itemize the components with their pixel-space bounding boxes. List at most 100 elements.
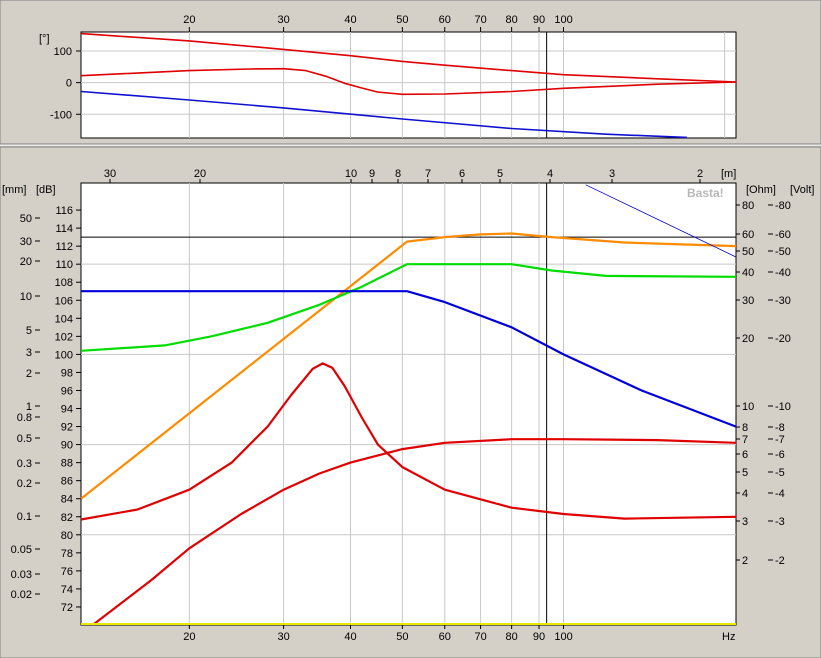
distance-unit: [m] — [721, 168, 736, 180]
phase-x-tick-label: 50 — [396, 14, 408, 26]
distance-axis-top: 30 20 10 9 8 7 6 5 4 3 2 — [104, 168, 703, 183]
distance-tick-label: 8 — [395, 168, 401, 180]
db-tick-label: 82 — [61, 512, 73, 524]
phase-x-tick-label: 100 — [554, 14, 572, 26]
main-series-line-1 — [80, 232, 737, 500]
main-series-line-5 — [92, 438, 737, 626]
phase-x-tick-label: 70 — [474, 14, 486, 26]
phase-x-tick-label: 80 — [506, 14, 518, 26]
ohm-tick-label: 8 — [742, 422, 748, 434]
main-series-line-4 — [80, 362, 737, 521]
ohm-tick-label: 30 — [742, 295, 754, 307]
freq-tick-label: 40 — [344, 631, 356, 643]
mm-tick-label: 0.5 — [17, 433, 32, 445]
db-tick-label: 90 — [61, 440, 73, 452]
volt-tick-label: -40 — [775, 267, 791, 279]
distance-tick-label: 3 — [609, 168, 615, 180]
phase-grid — [81, 32, 736, 138]
volt-tick-label: -20 — [775, 333, 791, 345]
distance-tick-label: 2 — [697, 168, 703, 180]
ohm-tick-label: 20 — [742, 333, 754, 345]
db-tick-label: 112 — [55, 241, 73, 253]
ohm-unit: [Ohm] — [746, 184, 776, 196]
db-tick-label: 74 — [61, 584, 73, 596]
db-tick-label: 106 — [55, 295, 73, 307]
distance-tick-label: 4 — [547, 168, 553, 180]
ohm-tick-label: 10 — [742, 401, 754, 413]
db-axis: 72 74 76 78 80 82 84 86 88 90 92 94 96 98 100 102 104 106… — [55, 205, 81, 614]
phase-x-tick-label: 60 — [439, 14, 451, 26]
phase-y-tick-label: 0 — [66, 78, 72, 90]
phase-series-line-2 — [80, 67, 737, 96]
watermark-logo: Basta! — [687, 186, 724, 200]
db-tick-label: 94 — [61, 404, 73, 416]
volt-tick-label: -80 — [775, 200, 791, 212]
ohm-tick-label: 80 — [742, 200, 754, 212]
freq-tick-label: 70 — [474, 631, 486, 643]
distance-tick-label: 6 — [459, 168, 465, 180]
db-tick-label: 100 — [55, 349, 73, 361]
ohm-tick-label: 7 — [742, 434, 748, 446]
main-series-line-3 — [81, 290, 737, 428]
distance-tick-label: 30 — [104, 168, 116, 180]
hz-unit: Hz — [722, 631, 735, 643]
phase-y-unit: [°] — [39, 33, 50, 45]
ohm-tick-label: 5 — [742, 467, 748, 479]
distance-tick-label: 9 — [369, 168, 375, 180]
db-tick-label: 98 — [61, 367, 73, 379]
ohm-tick-label: 6 — [742, 449, 748, 461]
mm-unit: [mm] — [2, 184, 26, 196]
mm-tick-label: 5 — [26, 325, 32, 337]
volt-tick-label: -60 — [775, 229, 791, 241]
db-tick-label: 102 — [55, 331, 73, 343]
ohm-tick-label: 50 — [742, 246, 754, 258]
volt-tick-label: -8 — [775, 422, 785, 434]
db-tick-label: 114 — [55, 223, 73, 235]
phase-series — [80, 32, 737, 139]
db-tick-label: 86 — [61, 476, 73, 488]
main-plot-area — [80, 182, 737, 626]
volt-tick-label: -10 — [775, 401, 791, 413]
distance-tick-label: 5 — [497, 168, 503, 180]
phase-series-line-3 — [80, 90, 687, 139]
mm-tick-label: 0.1 — [17, 511, 32, 523]
db-tick-label: 96 — [61, 385, 73, 397]
phase-series-line-1 — [80, 32, 737, 83]
mm-tick-label: 10 — [20, 291, 32, 303]
mm-tick-label: 0.05 — [11, 544, 32, 556]
main-series-line-2 — [80, 263, 737, 352]
db-tick-label: 72 — [61, 602, 73, 614]
phase-x-tick-label: 90 — [533, 14, 545, 26]
mm-tick-label: 0.2 — [17, 478, 32, 490]
freq-tick-label: 60 — [439, 631, 451, 643]
main-series-line-6 — [585, 184, 737, 258]
volt-unit: [Volt] — [790, 184, 814, 196]
phase-x-tick-label: 40 — [344, 14, 356, 26]
db-unit: [dB] — [36, 184, 56, 196]
mm-tick-label: 0.02 — [11, 589, 32, 601]
db-tick-label: 78 — [61, 548, 73, 560]
main-x-axis-bottom: 20 30 40 50 60 70 80 90 100 — [183, 625, 573, 643]
ohm-tick-label: 3 — [742, 516, 748, 528]
volt-tick-label: -4 — [775, 488, 785, 500]
mm-tick-label: 30 — [20, 236, 32, 248]
distance-tick-label: 20 — [194, 168, 206, 180]
phase-x-tick-label: 30 — [277, 14, 289, 26]
db-tick-label: 110 — [55, 259, 73, 271]
phase-y-tick-label: -100 — [50, 109, 72, 121]
freq-tick-label: 100 — [554, 631, 572, 643]
volt-tick-label: -50 — [775, 246, 791, 258]
mm-axis: 50 30 20 10 5 3 2 10.8 0.5 0.3 0.2 0.1 0.05 0.03 0.02 — [11, 213, 40, 601]
volt-tick-label: -6 — [775, 449, 785, 461]
freq-tick-label: 80 — [506, 631, 518, 643]
mm-tick-label: 0.03 — [11, 569, 32, 581]
freq-tick-label: 50 — [396, 631, 408, 643]
volt-tick-label: -2 — [775, 555, 785, 567]
freq-tick-label: 20 — [183, 631, 195, 643]
mm-tick-label: 0.3 — [17, 458, 32, 470]
distance-tick-label: 10 — [345, 168, 357, 180]
mm-tick-label: 0.8 — [17, 412, 32, 424]
main-series — [80, 183, 737, 626]
phase-x-axis-top: 20 30 40 50 60 70 80 90 100 — [183, 14, 573, 32]
mm-tick-label: 50 — [20, 213, 32, 225]
